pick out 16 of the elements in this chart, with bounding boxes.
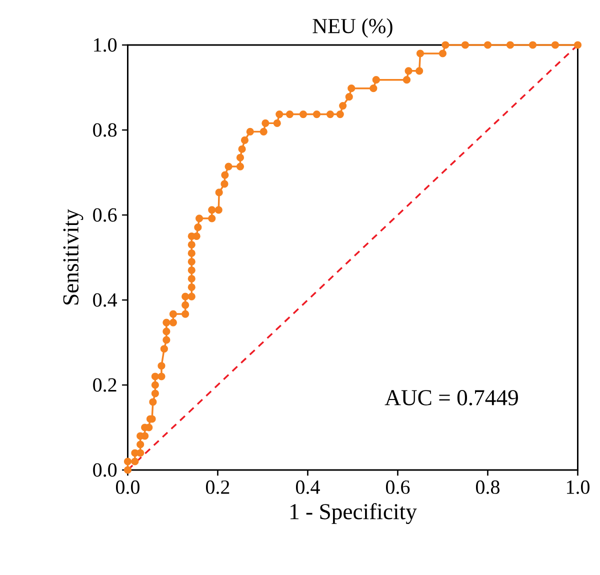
- annotation: AUC = 0.7449: [384, 390, 518, 406]
- y-tick-label: 1.0: [94, 38, 117, 52]
- x-axis-title: 1 - Specificity: [290, 503, 417, 524]
- x-tick-label: 1.0: [566, 480, 590, 494]
- chart-title: NEU (%): [312, 18, 392, 38]
- x-tick-label: 0.8: [476, 480, 500, 494]
- y-axis-title: Sensitivity: [63, 209, 84, 304]
- x-tick-label: 0.6: [386, 480, 410, 494]
- y-tick-label: 0.0: [93, 463, 117, 477]
- y-tick-label: 0.2: [93, 378, 116, 392]
- y-tick-label: 0.4: [93, 293, 118, 307]
- x-tick-label: 0.0: [116, 480, 140, 494]
- x-tick-label: 0.2: [206, 480, 230, 494]
- y-tick-label: 0.8: [93, 123, 117, 137]
- y-tick-label: 0.6: [93, 208, 117, 222]
- x-tick-label: 0.4: [296, 480, 320, 494]
